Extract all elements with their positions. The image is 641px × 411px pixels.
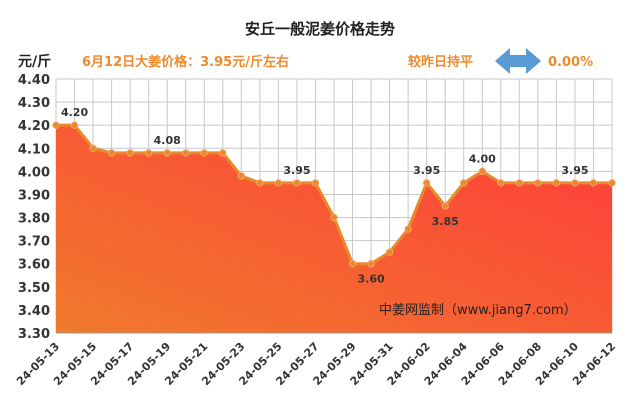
data-point <box>348 260 357 268</box>
y-tick-label: 4.00 <box>18 165 50 180</box>
x-axis-ticks: 24-05-1324-05-1524-05-1724-05-1924-05-21… <box>14 340 618 388</box>
data-points <box>52 121 616 268</box>
y-tick-label: 3.40 <box>18 304 50 319</box>
data-point <box>293 179 301 187</box>
data-label: 4.08 <box>154 134 181 147</box>
data-label: 4.00 <box>469 152 496 165</box>
data-point <box>144 149 153 157</box>
y-tick-label: 3.80 <box>18 212 50 227</box>
data-point <box>571 179 579 187</box>
data-point <box>274 179 283 187</box>
data-label: 3.85 <box>432 215 459 228</box>
data-label: 3.60 <box>357 273 384 286</box>
data-point <box>478 167 486 176</box>
change-value: 0.00% <box>548 55 593 70</box>
y-tick-label: 4.30 <box>18 96 50 111</box>
data-point <box>256 179 264 187</box>
data-point <box>367 260 375 268</box>
y-axis-ticks: 3.30 3.40 3.50 3.60 3.70 3.80 3.90 4.00 4.10 4.20… <box>18 73 50 342</box>
y-tick-label: 3.90 <box>18 188 50 203</box>
data-point <box>385 248 394 256</box>
data-point <box>534 179 542 187</box>
change-label: 较昨日持平 <box>408 54 473 70</box>
data-point <box>237 172 246 180</box>
y-axis-label: 元/斤 <box>18 53 51 70</box>
data-point <box>552 179 561 187</box>
data-point <box>70 121 79 129</box>
data-label: 3.95 <box>283 164 310 177</box>
data-point <box>497 179 505 187</box>
data-point <box>330 213 338 222</box>
price-area <box>56 125 612 333</box>
double-arrow-icon <box>495 48 541 74</box>
data-point <box>608 179 616 187</box>
y-tick-label: 3.60 <box>18 258 50 273</box>
y-tick-label: 4.20 <box>18 119 50 134</box>
data-point <box>52 121 60 129</box>
data-point <box>515 179 524 187</box>
data-labels: 4.20 4.08 3.95 3.60 3.95 3.85 4.00 3.95 <box>61 106 589 286</box>
y-tick-label: 3.50 <box>18 281 50 296</box>
source-watermark: 中姜网监制（www.jiang7.com） <box>379 303 577 318</box>
data-point <box>422 179 431 187</box>
data-point <box>89 144 97 152</box>
data-point <box>163 149 171 157</box>
data-point <box>311 179 320 187</box>
data-point <box>441 202 449 210</box>
chart-title: 安丘一般泥姜价格走势 <box>245 20 395 38</box>
y-tick-label: 3.70 <box>18 235 50 250</box>
data-point <box>219 149 227 157</box>
data-point <box>404 225 412 233</box>
y-tick-label: 4.10 <box>18 142 50 157</box>
data-label: 3.95 <box>561 164 588 177</box>
data-point <box>126 149 134 157</box>
data-point <box>182 149 190 157</box>
data-point <box>200 149 208 157</box>
price-subtitle: 6月12日大姜价格：3.95元/斤左右 <box>82 54 289 70</box>
data-label: 4.20 <box>61 106 88 119</box>
data-label: 3.95 <box>413 164 440 177</box>
data-point <box>460 179 468 187</box>
data-point <box>107 149 116 157</box>
data-point <box>589 179 598 187</box>
y-tick-label: 3.30 <box>18 327 50 342</box>
y-tick-label: 4.40 <box>18 73 50 88</box>
